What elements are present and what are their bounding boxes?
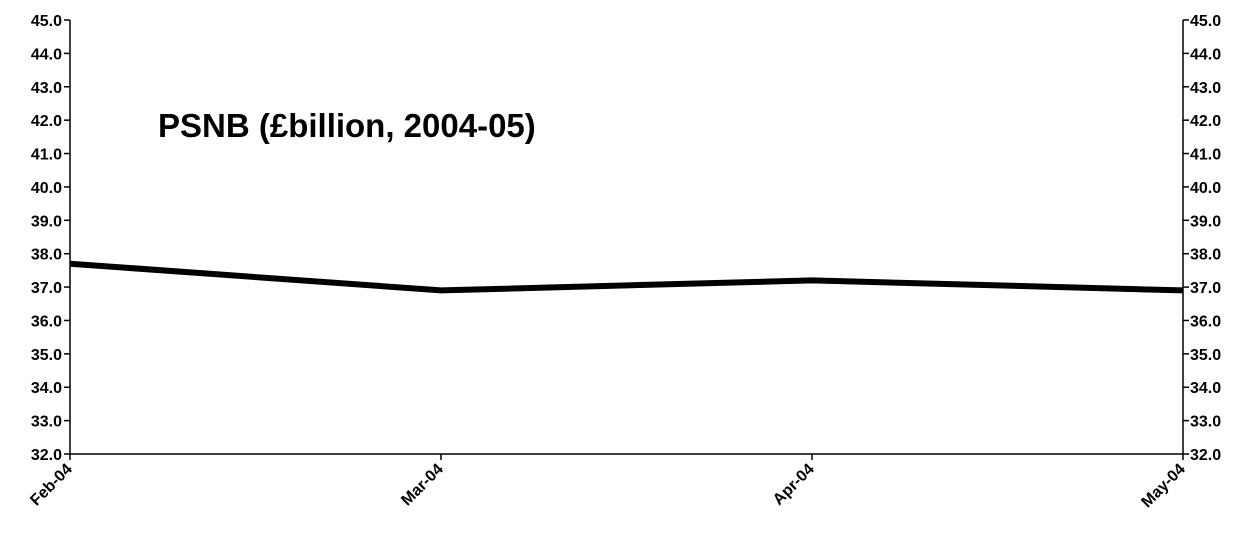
y-tick-label-right: 36.0 — [1190, 313, 1221, 330]
y-tick-label-right: 40.0 — [1190, 180, 1221, 197]
x-axis: Feb-04 Mar-04 Apr-04 May-04 — [27, 454, 1189, 511]
series-line — [69, 260, 1184, 294]
y-tick-label-right: 41.0 — [1190, 147, 1221, 164]
x-tick-label: Apr-04 — [770, 461, 818, 509]
y-tick-label-right: 42.0 — [1190, 113, 1221, 130]
y-tick-label-left: 38.0 — [31, 247, 62, 264]
x-tick-label: Feb-04 — [27, 461, 76, 510]
y-tick-label-right: 32.0 — [1190, 447, 1221, 464]
y-tick-label-right: 33.0 — [1190, 414, 1221, 431]
y-tick-label-right: 44.0 — [1190, 46, 1221, 63]
x-tick-label: May-04 — [1138, 461, 1188, 511]
y-tick-label-left: 45.0 — [31, 13, 62, 30]
y-tick-label-left: 33.0 — [31, 414, 62, 431]
y-tick-label-left: 34.0 — [31, 380, 62, 397]
left-y-axis: 32.0 33.0 34.0 35.0 36.0 37.0 38.0 39.0 40.0 41.0… — [31, 13, 70, 464]
y-tick-label-left: 42.0 — [31, 113, 62, 130]
y-tick-label-left: 43.0 — [31, 80, 62, 97]
y-tick-label-right: 38.0 — [1190, 247, 1221, 264]
y-tick-label-left: 36.0 — [31, 313, 62, 330]
y-tick-label-left: 40.0 — [31, 180, 62, 197]
y-tick-label-right: 34.0 — [1190, 380, 1221, 397]
x-tick-label: Mar-04 — [398, 461, 447, 510]
y-tick-label-right: 35.0 — [1190, 347, 1221, 364]
series-group — [69, 260, 1184, 294]
y-tick-label-right: 45.0 — [1190, 13, 1221, 30]
right-y-axis: 32.0 33.0 34.0 35.0 36.0 37.0 38.0 39.0 40.0 41.0… — [1183, 13, 1221, 464]
y-tick-label-left: 39.0 — [31, 213, 62, 230]
chart-title: PSNB (£billion, 2004-05) — [158, 107, 536, 144]
y-tick-label-right: 39.0 — [1190, 213, 1221, 230]
y-tick-label-left: 35.0 — [31, 347, 62, 364]
y-tick-label-right: 43.0 — [1190, 80, 1221, 97]
axes — [69, 20, 1184, 455]
y-tick-label-left: 32.0 — [31, 447, 62, 464]
y-tick-label-left: 44.0 — [31, 46, 62, 63]
y-tick-label-right: 37.0 — [1190, 280, 1221, 297]
y-tick-label-left: 37.0 — [31, 280, 62, 297]
y-tick-label-left: 41.0 — [31, 147, 62, 164]
